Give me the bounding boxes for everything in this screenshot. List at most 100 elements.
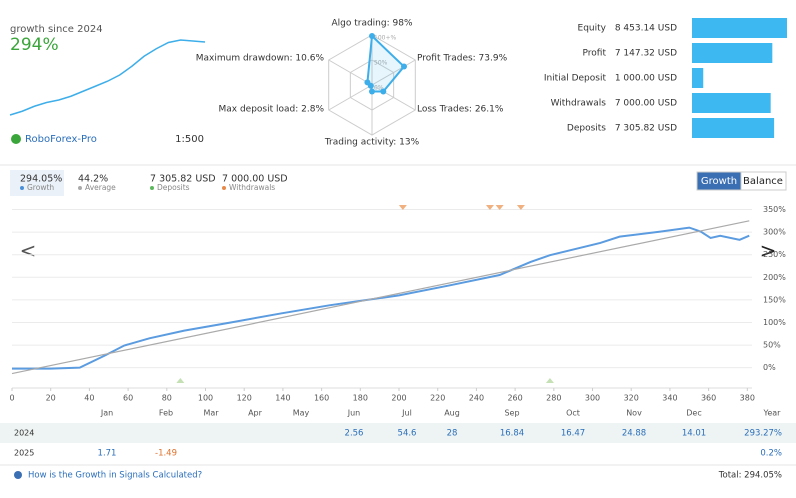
month-header: Jan — [100, 409, 113, 418]
series-line — [11, 220, 750, 375]
cell: 24.88 — [622, 429, 646, 439]
x-tick-label: 120 — [237, 394, 252, 403]
cell: 16.84 — [500, 429, 524, 439]
next-arrow[interactable]: > — [760, 239, 777, 263]
sparkline — [9, 39, 206, 116]
month-header: Dec — [686, 409, 701, 418]
tab-label[interactable]: Withdrawals — [229, 183, 275, 192]
stat-bar — [692, 18, 787, 38]
tab-label[interactable]: Deposits — [157, 183, 190, 192]
row-year: 2025 — [14, 449, 34, 458]
stat-value: 7 147.32 USD — [615, 49, 677, 59]
tab-label[interactable]: Average — [85, 183, 116, 192]
cell: 14.01 — [682, 429, 706, 439]
stat-label: Deposits — [567, 124, 606, 134]
radar-label: Maximum drawdown: 10.6% — [196, 54, 325, 64]
stat-bar — [692, 93, 771, 113]
radar-axis — [371, 84, 416, 111]
y-tick-label: 200% — [763, 273, 786, 282]
marker[interactable] — [495, 205, 504, 210]
marker[interactable] — [398, 205, 407, 210]
radar-point — [369, 33, 375, 39]
x-tick-label: 280 — [546, 394, 561, 403]
month-header: May — [293, 409, 310, 418]
verified-icon — [11, 134, 21, 144]
help-link[interactable]: How is the Growth in Signals Calculated? — [28, 471, 202, 481]
radar-label: Trading activity: 13% — [324, 138, 420, 148]
x-tick-label: 180 — [353, 394, 368, 403]
toggle-label[interactable]: Balance — [743, 176, 783, 187]
x-tick-label: 360 — [701, 394, 716, 403]
radar-label: Loss Trades: 26.1% — [417, 105, 504, 115]
x-tick-label: 0 — [9, 394, 14, 403]
total: Total: 294.05% — [718, 471, 782, 481]
radar-point — [380, 88, 387, 95]
stat-label: Equity — [578, 24, 607, 34]
growth-value: 294% — [10, 35, 59, 55]
stat-label: Initial Deposit — [544, 74, 607, 84]
tab-value[interactable]: 44.2% — [78, 174, 108, 185]
month-header: Aug — [444, 409, 460, 418]
y-tick-label: 100% — [763, 318, 786, 327]
row-bg — [0, 423, 796, 443]
cell: 28 — [447, 429, 458, 439]
tab-bg — [10, 170, 64, 196]
stat-value: 1 000.00 USD — [615, 74, 677, 84]
tab-dot — [150, 186, 154, 190]
x-tick-label: 160 — [314, 394, 329, 403]
radar-shape — [366, 33, 406, 93]
stat-bar — [692, 118, 775, 138]
tab-dot — [222, 186, 226, 190]
row-total: 0.2% — [760, 449, 782, 459]
month-header: Feb — [159, 409, 173, 418]
prev-arrow[interactable]: < — [20, 239, 37, 263]
help-icon — [14, 471, 22, 479]
x-tick-label: 200 — [391, 394, 406, 403]
row-total: 293.27% — [744, 429, 782, 439]
stat-label: Profit — [583, 49, 607, 59]
cell: 1.71 — [98, 449, 117, 459]
month-header: Oct — [566, 409, 580, 418]
radar-axis — [328, 84, 373, 111]
toggle-label[interactable]: Growth — [701, 176, 737, 187]
series-line — [12, 226, 750, 370]
radar-point — [369, 88, 375, 95]
cell: 16.47 — [561, 429, 585, 439]
broker[interactable]: RoboForex-Pro — [25, 134, 97, 145]
radar-ring-label: 50% — [374, 60, 388, 67]
tab-label[interactable]: Growth — [27, 183, 54, 192]
marker[interactable] — [176, 378, 185, 383]
x-tick-label: 60 — [123, 394, 133, 403]
tab-value[interactable]: 294.05% — [20, 174, 62, 185]
month-header: Nov — [626, 409, 642, 418]
radar-point — [400, 63, 407, 70]
month-header: Apr — [248, 409, 263, 418]
y-tick-label: 150% — [763, 295, 786, 304]
stat-value: 7 305.82 USD — [615, 124, 677, 134]
y-tick-label: 0% — [763, 363, 776, 372]
marker[interactable] — [545, 378, 554, 383]
month-header: Jul — [401, 409, 412, 418]
radar-label: Algo trading: 98% — [331, 19, 412, 29]
tab-value[interactable]: 7 305.82 USD — [150, 174, 216, 185]
month-header: Jun — [347, 409, 361, 418]
tab-dot — [78, 186, 82, 190]
radar-ring-label: 100+% — [374, 35, 396, 42]
radar-ring-label: 0% — [374, 85, 384, 92]
x-tick-label: 220 — [430, 394, 445, 403]
marker[interactable] — [485, 205, 494, 210]
cell: -1.49 — [155, 449, 177, 459]
tab-value[interactable]: 7 000.00 USD — [222, 174, 288, 185]
marker[interactable] — [516, 205, 525, 210]
x-tick-label: 380 — [740, 394, 755, 403]
stat-value: 7 000.00 USD — [615, 99, 677, 109]
toggle-button[interactable] — [740, 171, 787, 191]
radar-axis — [371, 59, 416, 86]
stat-value: 8 453.14 USD — [615, 24, 677, 34]
row-year: 2024 — [14, 429, 34, 438]
x-tick-label: 320 — [624, 394, 639, 403]
y-tick-label: 350% — [763, 205, 786, 214]
x-tick-label: 260 — [507, 394, 522, 403]
stat-label: Withdrawals — [551, 99, 607, 109]
